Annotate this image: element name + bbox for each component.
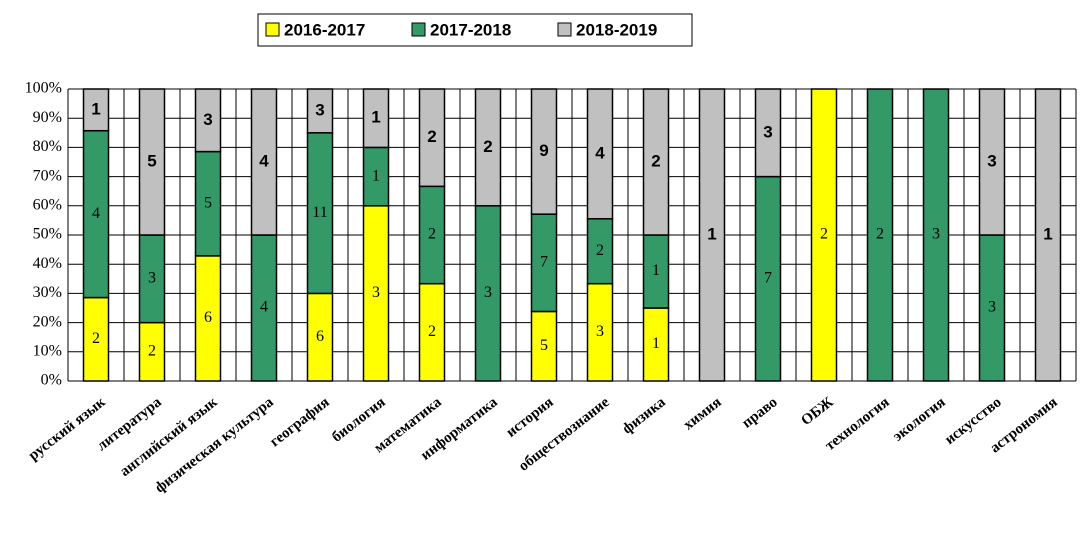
data-label: 2 [148,342,156,359]
bar-segment [138,88,166,236]
x-tick-label: история [503,394,556,441]
bar-segment [418,88,446,188]
data-label: 2 [428,226,436,243]
x-tick-label: химия [681,394,725,433]
legend-label: 2016-2017 [284,20,365,39]
data-label: 3 [987,151,996,170]
bar-segment [642,234,670,309]
data-label: 2 [428,323,436,340]
bar-segment [362,205,390,382]
data-label: 5 [147,151,156,170]
data-label: 2 [876,226,884,243]
data-label: 1 [371,108,380,127]
legend-label: 2018-2019 [576,20,657,39]
data-label: 3 [148,269,156,286]
data-label: 1 [91,99,100,118]
y-tick-label: 30% [33,284,62,301]
bar-segment [586,218,614,285]
y-tick-label: 10% [33,342,62,359]
data-label: 11 [312,204,327,221]
data-label: 2 [596,242,604,259]
bar-segment [810,88,838,382]
bar-segment [138,321,166,382]
data-label: 1 [372,167,380,184]
data-label: 7 [764,269,772,286]
data-label: 3 [372,284,380,301]
y-tick-label: 20% [33,313,62,330]
bar-segment [362,88,390,149]
data-label: 6 [316,328,324,345]
data-label: 3 [932,226,940,243]
bar-segment [586,88,614,220]
bar-segment [82,296,110,382]
legend-label: 2017-2018 [430,20,511,39]
bar-segment [194,150,222,257]
data-label: 2 [820,226,828,243]
data-label: 4 [92,205,100,222]
bar-segment [362,146,390,207]
bar-segment [82,129,110,299]
data-label: 4 [595,143,605,162]
x-tick-label: право [739,394,780,431]
y-tick-label: 90% [33,109,62,126]
bar-segment [530,88,558,215]
data-label: 2 [427,127,436,146]
data-label: 3 [763,122,772,141]
y-tick-label: 40% [33,255,62,272]
data-label: 3 [988,299,996,316]
bar-segment [1034,88,1062,382]
bar-segment [978,88,1006,236]
data-label: 5 [540,337,548,354]
x-tick-label: английский язык [117,394,221,480]
y-tick-label: 0% [41,372,62,389]
data-label: 7 [540,253,548,270]
bar-segment [82,88,110,132]
bar-segment [250,234,278,382]
data-label: 2 [651,151,660,170]
bar-segment [418,185,446,285]
x-tick-label: физика [620,394,669,437]
y-tick-label: 70% [33,167,62,184]
data-label: 3 [315,100,324,119]
bar-segment [474,88,502,207]
x-tick-label: русский язык [26,394,109,464]
y-tick-label: 80% [33,138,62,155]
data-label: 2 [483,137,492,156]
data-label: 1 [652,262,660,279]
data-label: 1 [1043,224,1052,243]
legend-swatch [265,22,280,37]
data-label: 3 [596,323,604,340]
y-tick-label: 50% [33,226,62,243]
bar-segment [194,88,222,153]
bar-segment [530,213,558,313]
legend-box [257,13,693,47]
data-label: 4 [259,151,269,170]
x-tick-label: география [267,394,332,450]
y-tick-label: 100% [25,80,62,97]
data-label: 3 [484,284,492,301]
x-tick-label: экология [890,394,948,445]
legend-swatch [557,22,572,37]
bar-segment [306,88,334,134]
bar-segment [194,255,222,382]
x-tick-label: ОБЖ [798,394,836,429]
bar-segment [754,88,782,178]
data-label: 6 [204,309,212,326]
data-label: 4 [260,299,268,316]
data-label: 2 [92,330,100,347]
y-tick-label: 60% [33,196,62,213]
data-label: 1 [652,335,660,352]
data-label: 1 [707,224,716,243]
bar-segment [642,88,670,236]
bar-segment [866,88,894,382]
legend-swatch [411,22,426,37]
data-label: 5 [204,194,212,211]
data-label: 9 [539,141,548,160]
bar-segment [250,88,278,236]
data-label: 3 [203,110,212,129]
